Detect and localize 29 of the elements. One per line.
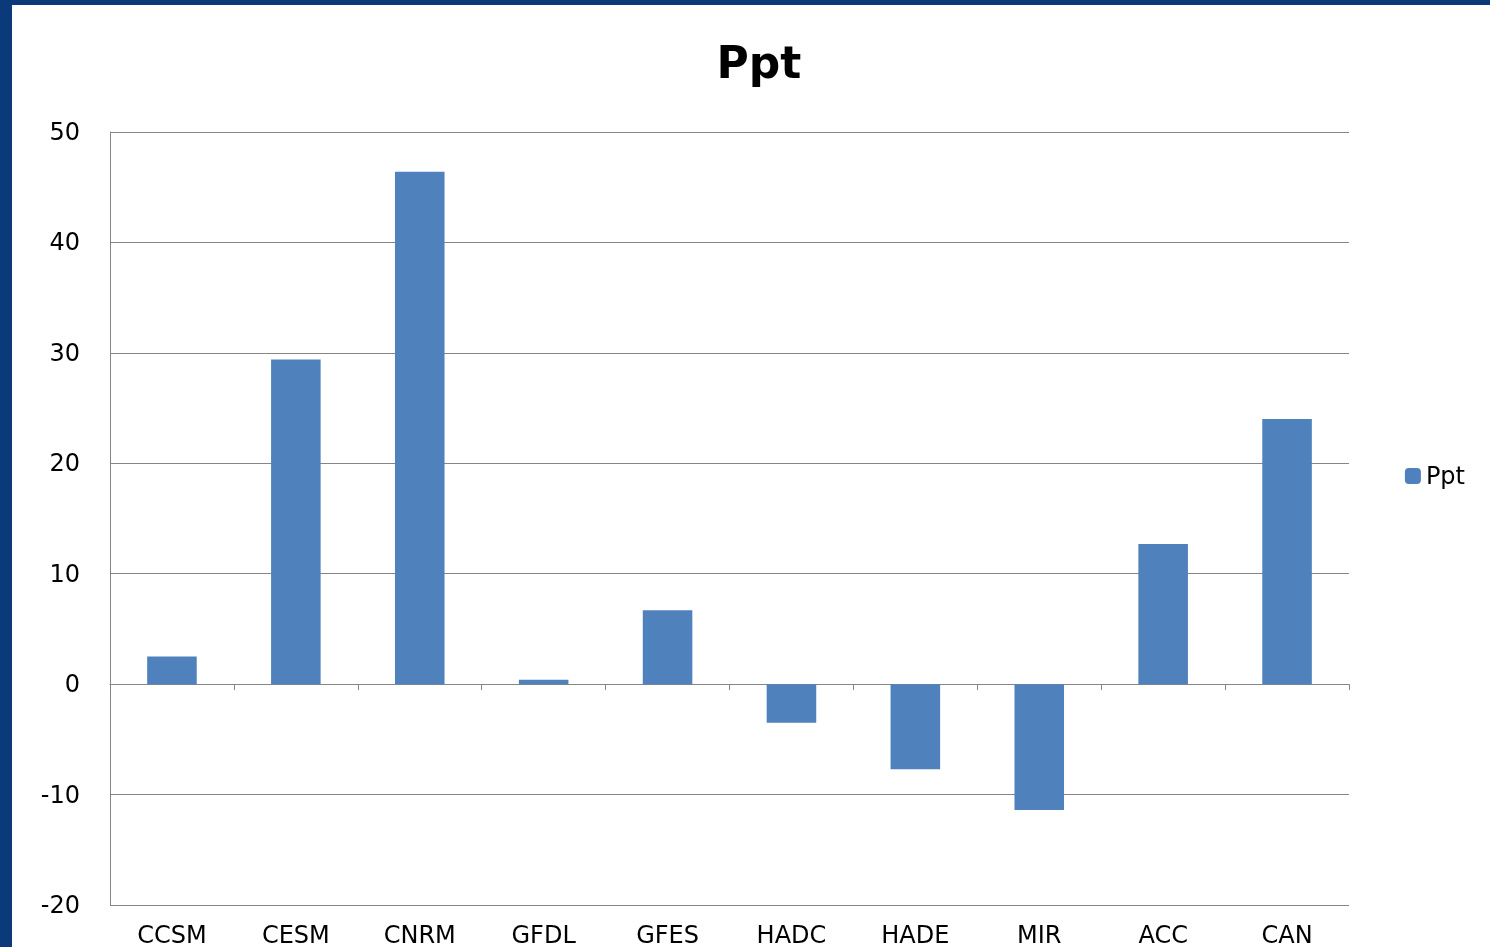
bar bbox=[1014, 684, 1065, 811]
bar bbox=[1138, 543, 1188, 685]
y-tick-label: -20 bbox=[40, 891, 80, 919]
x-tick-label: CAN bbox=[1261, 921, 1313, 947]
x-tick-label: ACC bbox=[1138, 921, 1188, 947]
x-tick-label: HADC bbox=[756, 921, 827, 947]
bar bbox=[394, 171, 445, 685]
bar bbox=[890, 684, 941, 770]
x-tick-label: GFDL bbox=[511, 921, 577, 947]
y-tick-label: 40 bbox=[49, 228, 80, 257]
legend-label: Ppt bbox=[1425, 462, 1466, 490]
x-tick-label: CNRM bbox=[383, 921, 456, 947]
x-tick-label: CCSM bbox=[137, 921, 207, 947]
x-tick-label: GFES bbox=[636, 921, 699, 947]
y-tick-label: 30 bbox=[49, 338, 80, 367]
bar bbox=[766, 684, 817, 723]
y-tick-label: 50 bbox=[49, 118, 80, 146]
x-tick-label: HADE bbox=[881, 921, 950, 947]
chart-title: Ppt bbox=[716, 36, 802, 88]
x-tick-label: MIR bbox=[1017, 921, 1062, 947]
bar bbox=[147, 656, 197, 685]
bar bbox=[642, 610, 693, 685]
y-tick-label: 20 bbox=[49, 449, 80, 478]
bar bbox=[1262, 419, 1312, 685]
bar bbox=[271, 359, 321, 685]
x-tick-label: CESM bbox=[261, 921, 330, 947]
y-tick-label: -10 bbox=[40, 780, 80, 809]
y-tick-label: 10 bbox=[49, 559, 80, 588]
y-tick-label: 0 bbox=[64, 670, 80, 699]
